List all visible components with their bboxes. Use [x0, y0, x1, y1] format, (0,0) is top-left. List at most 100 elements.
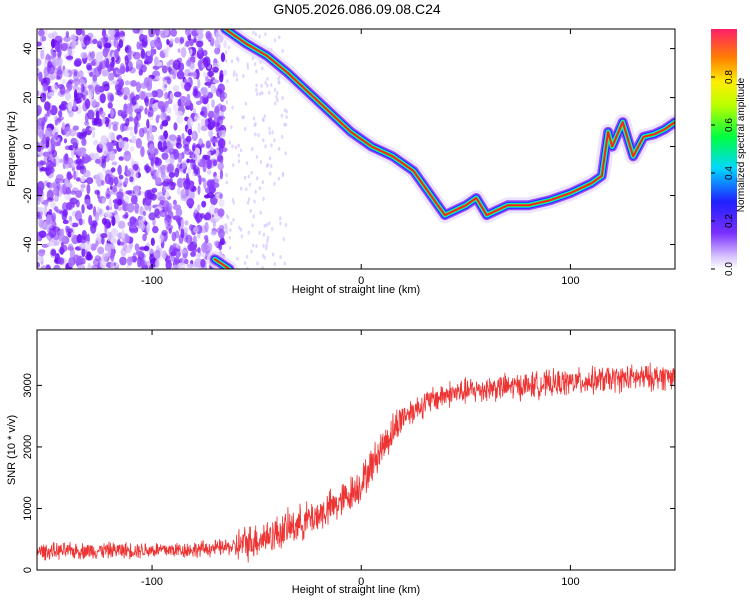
- noise-dot: [46, 197, 54, 202]
- noise-dot: [84, 156, 92, 163]
- noise-dot: [176, 115, 184, 124]
- noise-dot: [237, 58, 240, 63]
- noise-dot: [220, 52, 226, 63]
- noise-dot: [67, 231, 72, 238]
- noise-dot: [250, 249, 253, 254]
- noise-dot: [41, 35, 47, 42]
- noise-dot: [148, 212, 156, 221]
- noise-dot: [116, 78, 125, 88]
- noise-dot: [45, 214, 51, 225]
- noise-dot: [251, 243, 255, 248]
- noise-dot: [169, 134, 177, 141]
- noise-dot: [130, 93, 135, 99]
- noise-dot: [161, 119, 169, 127]
- noise-dot: [72, 39, 76, 49]
- noise-dot: [112, 80, 119, 85]
- noise-dot: [202, 162, 207, 173]
- noise-dot: [201, 242, 208, 253]
- noise-dot: [47, 32, 55, 39]
- noise-dot: [173, 122, 178, 131]
- noise-dot: [90, 98, 98, 108]
- noise-dot: [82, 94, 86, 101]
- noise-dot: [125, 190, 133, 195]
- noise-dot: [126, 168, 134, 177]
- noise-dot: [284, 223, 288, 228]
- noise-dot: [101, 236, 105, 245]
- noise-dot: [78, 70, 84, 78]
- noise-dot: [281, 95, 284, 100]
- noise-dot: [217, 83, 225, 94]
- noise-scatter: [37, 29, 289, 269]
- noise-dot: [75, 158, 82, 166]
- noise-dot: [90, 60, 96, 66]
- noise-dot: [42, 92, 46, 98]
- noise-dot: [83, 35, 91, 46]
- noise-dot: [137, 256, 142, 268]
- noise-dot: [204, 221, 209, 233]
- noise-dot: [72, 141, 79, 149]
- noise-dot: [62, 209, 68, 217]
- noise-dot: [155, 75, 161, 81]
- noise-dot: [271, 252, 275, 257]
- noise-dot: [235, 77, 239, 82]
- noise-dot: [54, 131, 59, 141]
- noise-dot: [154, 29, 160, 37]
- noise-dot: [52, 187, 59, 196]
- noise-dot: [235, 73, 238, 78]
- noise-dot: [124, 244, 132, 254]
- noise-dot: [63, 35, 71, 43]
- noise-dot: [182, 168, 187, 174]
- noise-dot: [192, 130, 196, 142]
- snr-panel: -100 0 100 0 1000 2000 3000 Height of straigh…: [6, 329, 676, 596]
- noise-dot: [261, 117, 265, 122]
- noise-dot: [129, 131, 134, 137]
- noise-dot: [77, 87, 82, 94]
- noise-dot: [53, 240, 60, 246]
- noise-dot: [72, 125, 79, 131]
- noise-dot: [59, 84, 66, 95]
- colorbar-ticks: 0.0 0.2 0.4 0.6 0.8: [711, 70, 735, 276]
- noise-dot: [193, 208, 198, 214]
- noise-dot: [211, 120, 216, 129]
- noise-dot: [67, 101, 73, 112]
- noise-dot: [99, 260, 107, 269]
- noise-dot: [123, 94, 128, 101]
- noise-dot: [83, 241, 92, 251]
- noise-dot: [279, 221, 282, 226]
- snr-x-label: Height of straight line (km): [292, 584, 420, 596]
- noise-dot: [37, 261, 41, 268]
- noise-dot: [173, 91, 182, 98]
- noise-dot: [277, 146, 281, 151]
- noise-dot: [168, 171, 176, 179]
- noise-dot: [73, 78, 80, 86]
- noise-dot: [210, 138, 219, 143]
- noise-dot: [38, 29, 45, 37]
- noise-dot: [67, 228, 74, 234]
- noise-dot: [43, 81, 49, 92]
- noise-dot: [207, 117, 213, 124]
- noise-dot: [126, 202, 135, 213]
- noise-dot: [269, 171, 272, 176]
- noise-dot: [59, 184, 67, 194]
- noise-dot: [94, 211, 99, 222]
- noise-dot: [150, 157, 155, 167]
- noise-dot: [159, 135, 166, 141]
- noise-dot: [148, 143, 155, 155]
- noise-dot: [50, 200, 56, 209]
- noise-dot: [129, 227, 138, 233]
- noise-dot: [37, 41, 42, 47]
- noise-dot: [219, 104, 227, 112]
- noise-dot: [38, 46, 46, 53]
- noise-dot: [263, 224, 267, 229]
- noise-dot: [180, 228, 185, 239]
- noise-dot: [86, 64, 92, 71]
- noise-dot: [261, 265, 264, 269]
- noise-dot: [203, 56, 211, 68]
- noise-dot: [140, 260, 148, 269]
- noise-dot: [204, 194, 211, 199]
- y-tick-label: 2000: [22, 435, 34, 459]
- noise-dot: [54, 195, 59, 203]
- ridge-line: [220, 29, 675, 221]
- noise-dot: [285, 114, 288, 119]
- noise-dot: [166, 106, 172, 114]
